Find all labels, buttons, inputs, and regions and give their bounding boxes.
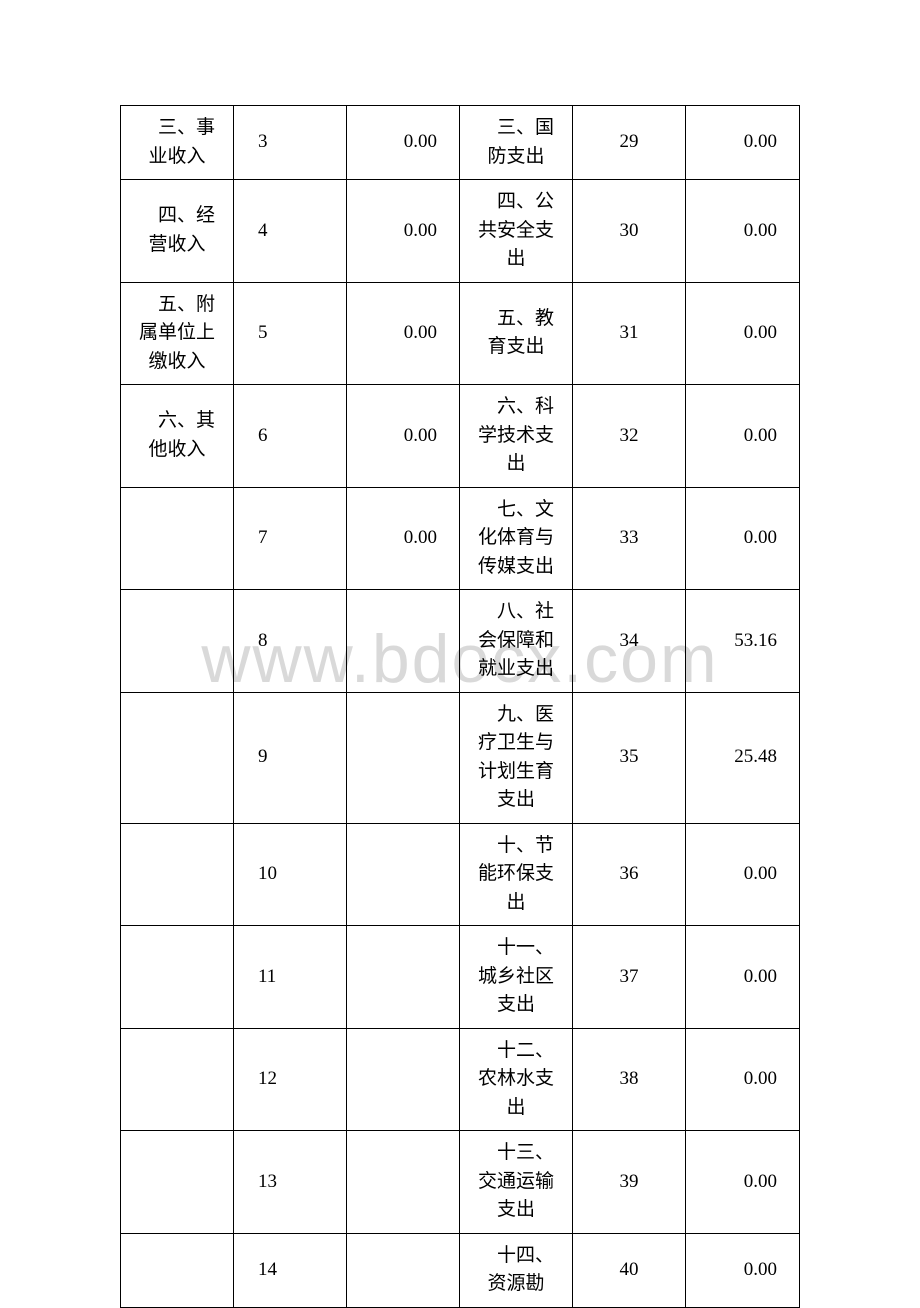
budget-table: 三、事业收入 3 0.00 三、国防支出 29 0.00 四、经营收入 4 0.… xyxy=(120,105,800,1308)
expense-label-cell: 十一、城乡社区支出 xyxy=(460,926,573,1029)
income-row-number: 7 xyxy=(234,487,347,590)
table-row: 9 九、医疗卫生与计划生育支出 35 25.48 xyxy=(121,692,800,823)
income-label-cell: 六、其他收入 xyxy=(121,385,234,488)
income-row-number: 10 xyxy=(234,823,347,926)
income-row-number: 8 xyxy=(234,590,347,693)
table-row: 14 十四、资源勘 40 0.00 xyxy=(121,1233,800,1307)
expense-row-number: 37 xyxy=(573,926,686,1029)
expense-row-number: 36 xyxy=(573,823,686,926)
income-value xyxy=(347,1131,460,1234)
income-value xyxy=(347,926,460,1029)
income-row-number: 11 xyxy=(234,926,347,1029)
income-value xyxy=(347,692,460,823)
expense-label-cell: 十四、资源勘 xyxy=(460,1233,573,1307)
table-row: 7 0.00 七、文化体育与传媒支出 33 0.00 xyxy=(121,487,800,590)
expense-row-number: 31 xyxy=(573,282,686,385)
income-value xyxy=(347,823,460,926)
table-row: 六、其他收入 6 0.00 六、科学技术支出 32 0.00 xyxy=(121,385,800,488)
expense-row-number: 32 xyxy=(573,385,686,488)
income-row-number: 12 xyxy=(234,1028,347,1131)
income-label-cell xyxy=(121,692,234,823)
expense-value: 0.00 xyxy=(686,1131,800,1234)
budget-table-container: 三、事业收入 3 0.00 三、国防支出 29 0.00 四、经营收入 4 0.… xyxy=(120,105,800,1302)
expense-value: 0.00 xyxy=(686,180,800,283)
expense-label-cell: 四、公共安全支出 xyxy=(460,180,573,283)
income-row-number: 4 xyxy=(234,180,347,283)
expense-row-number: 30 xyxy=(573,180,686,283)
income-label-cell xyxy=(121,1131,234,1234)
income-label-cell xyxy=(121,926,234,1029)
income-row-number: 14 xyxy=(234,1233,347,1307)
income-label-cell: 三、事业收入 xyxy=(121,106,234,180)
income-row-number: 6 xyxy=(234,385,347,488)
expense-value: 0.00 xyxy=(686,385,800,488)
income-row-number: 13 xyxy=(234,1131,347,1234)
expense-value: 25.48 xyxy=(686,692,800,823)
expense-label-cell: 七、文化体育与传媒支出 xyxy=(460,487,573,590)
table-row: 五、附属单位上缴收入 5 0.00 五、教育支出 31 0.00 xyxy=(121,282,800,385)
income-label-cell xyxy=(121,590,234,693)
expense-value: 0.00 xyxy=(686,823,800,926)
expense-row-number: 40 xyxy=(573,1233,686,1307)
expense-label-cell: 三、国防支出 xyxy=(460,106,573,180)
expense-value: 0.00 xyxy=(686,926,800,1029)
table-row: 10 十、节能环保支出 36 0.00 xyxy=(121,823,800,926)
expense-row-number: 39 xyxy=(573,1131,686,1234)
expense-value: 0.00 xyxy=(686,1028,800,1131)
income-label-cell xyxy=(121,823,234,926)
expense-label-cell: 十二、农林水支出 xyxy=(460,1028,573,1131)
income-row-number: 9 xyxy=(234,692,347,823)
table-row: 8 八、社会保障和就业支出 34 53.16 xyxy=(121,590,800,693)
income-value: 0.00 xyxy=(347,385,460,488)
income-label-cell: 四、经营收入 xyxy=(121,180,234,283)
expense-row-number: 35 xyxy=(573,692,686,823)
table-row: 12 十二、农林水支出 38 0.00 xyxy=(121,1028,800,1131)
table-row: 三、事业收入 3 0.00 三、国防支出 29 0.00 xyxy=(121,106,800,180)
table-row: 四、经营收入 4 0.00 四、公共安全支出 30 0.00 xyxy=(121,180,800,283)
income-value: 0.00 xyxy=(347,180,460,283)
income-label-cell xyxy=(121,1028,234,1131)
expense-label-cell: 十、节能环保支出 xyxy=(460,823,573,926)
expense-row-number: 33 xyxy=(573,487,686,590)
expense-value: 0.00 xyxy=(686,106,800,180)
expense-row-number: 34 xyxy=(573,590,686,693)
expense-value: 53.16 xyxy=(686,590,800,693)
income-label-cell xyxy=(121,487,234,590)
income-value: 0.00 xyxy=(347,487,460,590)
income-value xyxy=(347,1028,460,1131)
expense-label-cell: 九、医疗卫生与计划生育支出 xyxy=(460,692,573,823)
expense-value: 0.00 xyxy=(686,1233,800,1307)
expense-row-number: 29 xyxy=(573,106,686,180)
expense-label-cell: 六、科学技术支出 xyxy=(460,385,573,488)
table-row: 13 十三、交通运输支出 39 0.00 xyxy=(121,1131,800,1234)
expense-value: 0.00 xyxy=(686,487,800,590)
income-row-number: 3 xyxy=(234,106,347,180)
expense-label-cell: 十三、交通运输支出 xyxy=(460,1131,573,1234)
expense-row-number: 38 xyxy=(573,1028,686,1131)
expense-value: 0.00 xyxy=(686,282,800,385)
income-label-cell: 五、附属单位上缴收入 xyxy=(121,282,234,385)
expense-label-cell: 五、教育支出 xyxy=(460,282,573,385)
table-row: 11 十一、城乡社区支出 37 0.00 xyxy=(121,926,800,1029)
income-row-number: 5 xyxy=(234,282,347,385)
income-value: 0.00 xyxy=(347,106,460,180)
income-value: 0.00 xyxy=(347,282,460,385)
expense-label-cell: 八、社会保障和就业支出 xyxy=(460,590,573,693)
income-value xyxy=(347,1233,460,1307)
income-label-cell xyxy=(121,1233,234,1307)
income-value xyxy=(347,590,460,693)
